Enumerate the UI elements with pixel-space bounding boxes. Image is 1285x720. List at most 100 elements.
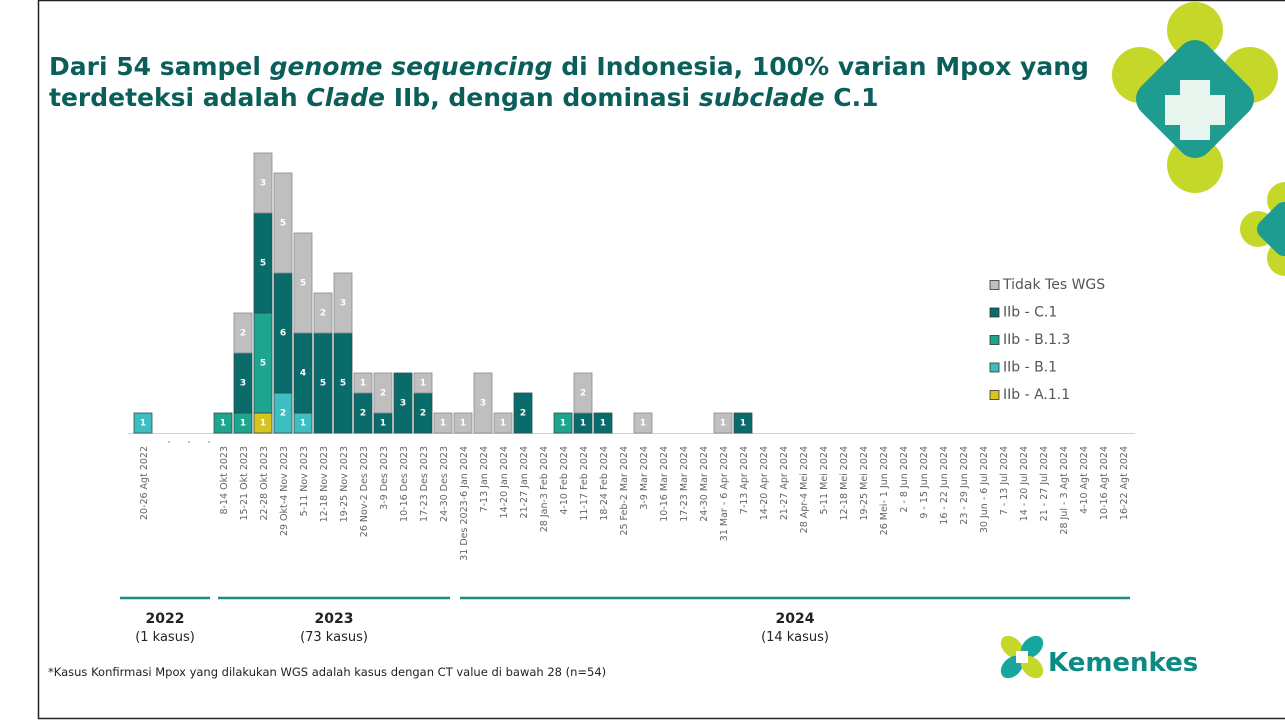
x-tick-label: 10-16 Mar 2024 xyxy=(659,446,670,522)
x-tick-label: 4-10 Agt 2024 xyxy=(1079,446,1090,514)
value-label: 2 xyxy=(520,409,526,419)
value-label: 6 xyxy=(280,329,286,339)
value-label: 2 xyxy=(380,389,386,399)
x-tick-label: 20-26 Agt 2022 xyxy=(139,446,150,520)
x-tick-label: 10-16 Des 2023 xyxy=(399,446,410,522)
value-label: 1 xyxy=(740,419,746,429)
x-tick-label: 14-20 Apr 2024 xyxy=(759,446,770,520)
x-tick-label: 26 Mei- 1 Jun 2024 xyxy=(879,446,890,535)
x-tick-label: 24-30 Des 2023 xyxy=(439,446,450,522)
title-part: C.1 xyxy=(825,83,879,112)
x-tick-label: 2 - 8 Jun 2024 xyxy=(899,446,910,513)
x-tick-label: 31 Des 2023-6 Jan 2024 xyxy=(459,446,470,561)
gap-dot xyxy=(188,441,190,443)
title-part: Dari 54 sampel xyxy=(49,52,270,81)
title-part: Clade xyxy=(306,83,385,112)
legend-swatch xyxy=(990,308,999,317)
value-label: 4 xyxy=(300,369,306,379)
title-line: Dari 54 sampel genome sequencing di Indo… xyxy=(49,52,1089,81)
x-tick-label: 15-21 Okt 2023 xyxy=(239,446,250,521)
value-label: 1 xyxy=(220,419,226,429)
value-label: 1 xyxy=(440,419,446,429)
value-label: 3 xyxy=(400,399,406,409)
x-tick-label: 7 - 13 Jul 2024 xyxy=(999,446,1010,515)
value-label: 2 xyxy=(420,409,426,419)
value-label: 1 xyxy=(600,419,606,429)
legend-swatch xyxy=(990,363,999,372)
timeline-year: 2022 xyxy=(146,611,185,627)
value-label: 3 xyxy=(260,179,266,189)
x-tick-label: 3-9 Des 2023 xyxy=(379,446,390,510)
x-tick-label: 18-24 Feb 2024 xyxy=(599,446,610,521)
x-tick-label: 28 Jul - 3 Agt 2024 xyxy=(1059,446,1070,535)
legend-label: IIb - B.1 xyxy=(1003,360,1057,376)
value-label: 3 xyxy=(240,379,246,389)
value-label: 1 xyxy=(360,379,366,389)
x-tick-label: 28 Apr-4 Mei 2024 xyxy=(799,446,810,533)
x-tick-label: 16 - 22 Jun 2024 xyxy=(939,446,950,525)
legend-swatch xyxy=(990,281,999,290)
x-tick-label: 11-17 Feb 2024 xyxy=(579,446,590,521)
value-label: 2 xyxy=(320,309,326,319)
x-tick-label: 25 Feb-2 Mar 2024 xyxy=(619,446,630,536)
value-label: 5 xyxy=(300,279,306,289)
value-label: 1 xyxy=(500,419,506,429)
x-tick-label: 8-14 Okt 2023 xyxy=(219,446,230,514)
x-tick-label: 5-11 Mei 2024 xyxy=(819,446,830,514)
x-tick-label: 30 Jun - 6 Jul 2024 xyxy=(979,446,990,533)
logo-text: Kemenkes xyxy=(1048,648,1198,678)
title-part: subclade xyxy=(699,83,825,112)
gap-dot xyxy=(168,441,170,443)
value-label: 1 xyxy=(380,419,386,429)
x-tick-label: 9 - 15 Jun 2024 xyxy=(919,446,930,519)
value-label: 5 xyxy=(260,259,266,269)
timeline-year: 2023 xyxy=(315,611,354,627)
value-label: 1 xyxy=(560,419,566,429)
legend-label: IIb - A.1.1 xyxy=(1003,387,1070,403)
value-label: 2 xyxy=(280,409,286,419)
legend-swatch xyxy=(990,391,999,400)
x-tick-label: 17-23 Mar 2024 xyxy=(679,446,690,522)
x-tick-label: 3-9 Mar 2024 xyxy=(639,446,650,510)
x-tick-label: 23 - 29 Jun 2024 xyxy=(959,446,970,525)
x-tick-label: 4-10 Feb 2024 xyxy=(559,446,570,515)
x-tick-label: 19-25 Mei 2024 xyxy=(859,446,870,521)
value-label: 2 xyxy=(360,409,366,419)
timeline-count: (14 kasus) xyxy=(761,630,829,645)
x-tick-label: 26 Nov-2 Des 2023 xyxy=(359,446,370,537)
x-tick-label: 19-25 Nov 2023 xyxy=(339,446,350,522)
value-label: 5 xyxy=(320,379,326,389)
timeline-count: (73 kasus) xyxy=(300,630,368,645)
value-label: 1 xyxy=(640,419,646,429)
value-label: 1 xyxy=(140,419,146,429)
timeline-count: (1 kasus) xyxy=(135,630,195,645)
x-tick-label: 14 - 20 Jul 2024 xyxy=(1019,446,1030,521)
title-part: di Indonesia, 100% varian Mpox yang xyxy=(553,52,1089,81)
value-label: 1 xyxy=(300,419,306,429)
x-tick-label: 22-28 Okt 2023 xyxy=(259,446,270,521)
legend-swatch xyxy=(990,336,999,345)
x-tick-label: 12-18 Mei 2024 xyxy=(839,446,850,521)
x-tick-label: 29 Okt-4 Nov 2023 xyxy=(279,446,290,536)
footnote: *Kasus Konfirmasi Mpox yang dilakukan WG… xyxy=(48,665,606,679)
value-label: 5 xyxy=(280,219,286,229)
x-tick-label: 16-22 Agt 2024 xyxy=(1119,446,1130,520)
value-label: 3 xyxy=(340,299,346,309)
x-tick-label: 31 Mar - 6 Apr 2024 xyxy=(719,446,730,541)
value-label: 5 xyxy=(260,359,266,369)
gap-dot xyxy=(208,441,210,443)
x-tick-label: 7-13 Apr 2024 xyxy=(739,446,750,514)
x-tick-label: 10-16 Agt 2024 xyxy=(1099,446,1110,520)
timeline-year: 2024 xyxy=(776,611,815,627)
value-label: 1 xyxy=(720,419,726,429)
x-tick-label: 24-30 Mar 2024 xyxy=(699,446,710,522)
value-label: 3 xyxy=(480,399,486,409)
value-label: 2 xyxy=(240,329,246,339)
value-label: 2 xyxy=(580,389,586,399)
legend-label: IIb - C.1 xyxy=(1003,305,1057,321)
x-tick-label: 7-13 Jan 2024 xyxy=(479,446,490,512)
title-part: IIb, dengan dominasi xyxy=(385,83,699,112)
value-label: 1 xyxy=(460,419,466,429)
value-label: 1 xyxy=(260,419,266,429)
value-label: 1 xyxy=(580,419,586,429)
